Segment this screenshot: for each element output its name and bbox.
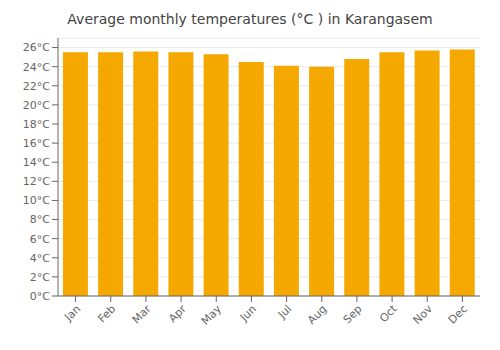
svg-text:2°C: 2°C	[30, 271, 50, 284]
svg-text:6°C: 6°C	[30, 233, 50, 246]
svg-text:Oct: Oct	[377, 302, 400, 325]
svg-text:Feb: Feb	[95, 302, 118, 325]
svg-text:Sep: Sep	[341, 302, 365, 326]
svg-text:Mar: Mar	[130, 302, 154, 326]
svg-text:Aug: Aug	[305, 302, 329, 326]
svg-text:May: May	[199, 302, 225, 328]
svg-text:20°C: 20°C	[23, 99, 50, 112]
svg-text:Jun: Jun	[237, 302, 259, 324]
svg-text:4°C: 4°C	[30, 252, 50, 265]
svg-text:0°C: 0°C	[30, 290, 50, 303]
svg-text:12°C: 12°C	[23, 175, 50, 188]
svg-text:Dec: Dec	[446, 302, 470, 326]
svg-text:18°C: 18°C	[23, 118, 50, 131]
svg-text:Jan: Jan	[61, 302, 83, 324]
svg-text:14°C: 14°C	[23, 156, 50, 169]
svg-text:Apr: Apr	[166, 302, 189, 325]
svg-text:Nov: Nov	[411, 302, 436, 327]
html-text:Average monthly temperatures (: Average monthly temperatures (°C ) in Ka…	[67, 11, 433, 27]
svg-text:16°C: 16°C	[23, 137, 50, 150]
svg-text:24°C: 24°C	[23, 61, 50, 74]
svg-text:Jul: Jul	[275, 302, 294, 321]
svg-text:10°C: 10°C	[23, 194, 50, 207]
svg-text:22°C: 22°C	[23, 80, 50, 93]
svg-text:8°C: 8°C	[30, 213, 50, 226]
svg-text:26°C: 26°C	[23, 41, 50, 54]
